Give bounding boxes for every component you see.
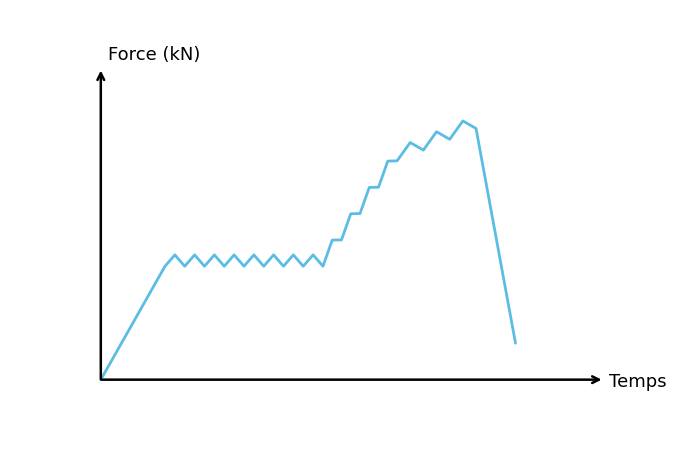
Text: Temps: Temps	[610, 373, 667, 391]
Text: Force (kN): Force (kN)	[108, 46, 201, 64]
